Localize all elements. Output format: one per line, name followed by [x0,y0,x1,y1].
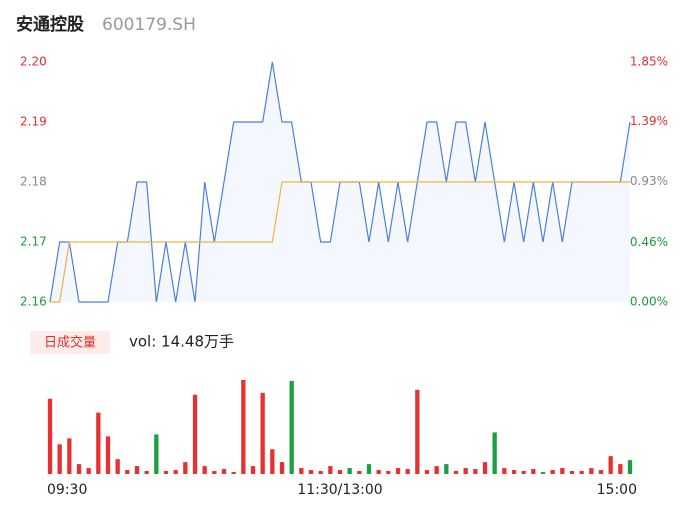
volume-bar [212,471,217,474]
volume-bar [521,471,526,474]
volume-bar [328,466,333,474]
volume-bar [115,459,120,474]
volume-bar [550,470,555,474]
volume-bar [260,392,265,474]
volume-bar [502,468,507,474]
y-tick-label: 2.20 [20,55,47,69]
volume-bar [337,470,343,474]
volume-bar [366,464,372,474]
volume-bar [105,436,111,474]
volume-bar [67,438,72,474]
volume-bar [569,471,575,474]
y2-tick-label: 0.93% [630,174,668,188]
volume-bar [57,444,62,474]
volume-label: 日成交量 [44,335,96,351]
average-line [50,181,630,303]
volume-bar [608,456,613,474]
volume-bar [76,464,82,474]
y2-tick-label: 1.85% [630,55,668,69]
volume-bar [221,469,227,474]
volume-bar [395,468,401,474]
volume-bar [250,466,256,474]
y-tick-label: 2.16 [20,295,47,309]
volume-bar [540,472,546,474]
y2-tick-label: 1.39% [630,114,668,128]
y2-tick-label: 0.46% [630,235,668,249]
volume-bar [347,468,352,474]
y-tick-label: 2.19 [20,115,47,129]
volume-label-bg [30,331,110,354]
volume-bar [598,470,604,474]
volume-bar [163,471,169,474]
y2-tick-label: 0.00% [630,295,668,309]
volume-bar [589,468,594,474]
volume-bar [173,470,178,474]
volume-bar [270,449,275,474]
volume-bar [463,468,468,474]
volume-bar [231,472,236,474]
volume-bar [289,380,294,474]
volume-bar [473,469,478,474]
volume-bar [492,432,497,474]
volume-bar [511,470,517,474]
volume-bar [424,470,430,474]
volume-bar [183,462,188,474]
volume-bar [308,470,314,474]
volume-bar [125,470,130,474]
volume-bar [202,466,207,474]
volume-total: vol: 14.48万手 [129,333,234,351]
volume-bar [434,466,439,474]
x-tick-label: 09:30 [47,482,87,498]
volume-bar [279,462,285,474]
volume-bar [618,464,623,474]
volume-bar [192,394,198,474]
volume-bar [376,470,381,474]
volume-bar [627,460,633,474]
volume-bar [560,468,565,474]
stock-name: 安通控股 [16,14,84,35]
volume-bar [96,412,101,474]
volume-bar [531,469,536,474]
volume-bar [86,468,91,474]
x-tick-label: 11:30/13:00 [297,482,382,498]
volume-bar [47,398,53,474]
y-tick-label: 2.18 [20,175,47,189]
volume-bar [299,468,304,474]
y-tick-label: 2.17 [20,235,47,249]
volume-bar [154,434,159,474]
volume-bar [134,466,140,474]
volume-bar [144,471,149,474]
volume-bar [318,471,323,474]
volume-bar [579,471,584,474]
volume-bar [357,471,362,474]
volume-bar [386,471,391,474]
volume-bar [444,464,449,474]
stock-code: 600179.SH [102,15,196,35]
volume-bar [453,471,459,474]
volume-bar [482,462,488,474]
volume-bar [415,389,420,474]
volume-bar [241,379,246,474]
x-tick-label: 15:00 [597,482,637,498]
volume-bar [405,469,410,474]
